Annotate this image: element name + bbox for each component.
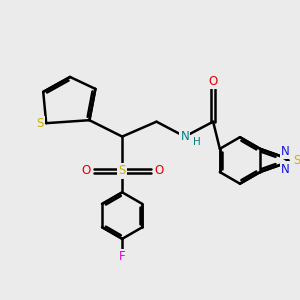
Text: H: H [194, 137, 201, 147]
Text: F: F [119, 250, 125, 263]
Text: O: O [208, 75, 218, 88]
Text: O: O [154, 164, 164, 177]
Text: S: S [36, 117, 43, 130]
Text: S: S [293, 154, 300, 167]
Text: O: O [81, 164, 90, 177]
Text: S: S [118, 164, 126, 177]
Text: N: N [180, 130, 189, 143]
Text: N: N [281, 163, 290, 176]
Text: N: N [281, 145, 290, 158]
